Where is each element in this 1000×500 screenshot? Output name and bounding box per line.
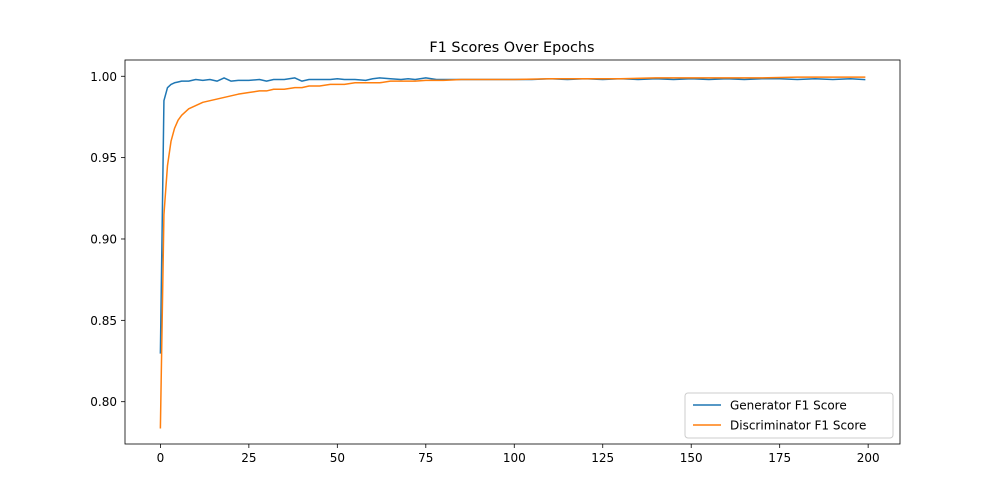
- axes: 0 25 50 75 100 125 150 175 200 0.80 0.85 0.90 0.95 1.…: [90, 59, 901, 465]
- legend-box: [684, 392, 894, 439]
- plot-area: [159, 76, 866, 429]
- chart-title: F1 Scores Over Epochs: [429, 40, 594, 56]
- x-tick-label: 50: [330, 451, 345, 465]
- x-tick-label: 175: [768, 451, 791, 465]
- y-tick-label: 0.90: [90, 232, 117, 246]
- axes-frame: [124, 59, 901, 445]
- x-tick-label: 25: [241, 451, 256, 465]
- x-tick-label: 100: [503, 451, 526, 465]
- series-line-discriminator: [159, 76, 866, 429]
- legend-label: Discriminator F1 Score: [730, 419, 866, 433]
- y-tick-label: 0.85: [90, 314, 117, 328]
- legend-label: Generator F1 Score: [730, 399, 847, 413]
- y-tick-label: 0.95: [90, 151, 117, 165]
- y-tick-label: 1.00: [90, 70, 117, 84]
- x-tick-label: 150: [680, 451, 703, 465]
- x-tick-label: 0: [157, 451, 165, 465]
- x-tick-label: 200: [857, 451, 880, 465]
- x-tick-label: 75: [418, 451, 433, 465]
- x-tick-label: 125: [591, 451, 614, 465]
- y-tick-label: 0.80: [90, 395, 117, 409]
- legend: Generator F1 Score Discriminator F1 Score: [684, 392, 894, 439]
- series-line-generator: [159, 77, 866, 354]
